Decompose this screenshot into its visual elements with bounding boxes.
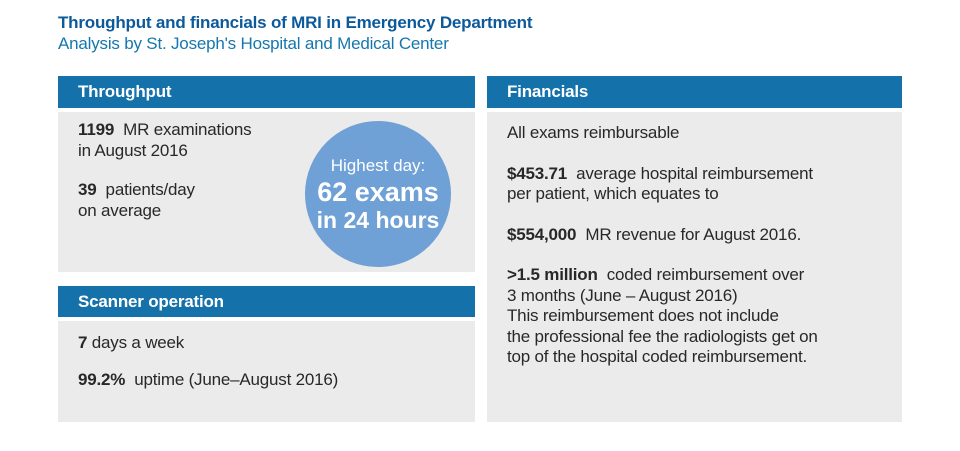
- badge-unit: in 24 hours: [316, 206, 440, 233]
- scanner-section-title: Scanner operation: [78, 291, 224, 311]
- header: Throughput and financials of MRI in Emer…: [58, 12, 532, 54]
- stat-value-uptime: 99.2%: [78, 369, 126, 389]
- stat-patients-per-day: 39 patients/day on average: [78, 180, 457, 221]
- stat-days-per-week: 7 days a week: [78, 333, 457, 354]
- financials-avg-reimbursement: $453.71 average hospital reimbursement pe…: [507, 164, 884, 205]
- stat-text-patients-line2: on average: [78, 200, 162, 220]
- scanner-card: 7 days a week 99.2% uptime (June–August …: [58, 321, 475, 422]
- financials-header-bar: Financials: [487, 76, 902, 108]
- financials-coded-line1: coded reimbursement over: [597, 265, 805, 284]
- financials-reimbursable: All exams reimbursable: [507, 123, 884, 144]
- financials-avg-line2: per patient, which equates to: [507, 184, 719, 203]
- stat-text-patients-line1: patients/day: [96, 180, 195, 199]
- stat-value-patients: 39: [78, 180, 97, 199]
- financials-revenue-text: MR revenue for August 2016.: [576, 224, 802, 244]
- scanner-header-bar: Scanner operation: [58, 286, 475, 317]
- page-subtitle: Analysis by St. Joseph's Hospital and Me…: [58, 34, 449, 53]
- stat-text-exams-line1: MR examinations: [114, 120, 252, 139]
- financials-card: All exams reimbursable $453.71 average h…: [487, 112, 902, 422]
- stat-text-days: days a week: [87, 333, 185, 352]
- financials-coded-line5: top of the hospital coded reimbursement.: [507, 347, 808, 366]
- financials-section-title: Financials: [507, 82, 589, 101]
- stat-text-uptime: uptime (June–August 2016): [125, 369, 339, 389]
- badge-label: Highest day:: [330, 155, 426, 175]
- highest-day-badge: Highest day: 62 exams in 24 hours: [305, 121, 451, 267]
- financials-coded-line4: the professional fee the radiologists ge…: [507, 326, 818, 346]
- financials-avg-line1: average hospital reimbursement: [567, 163, 813, 183]
- stat-value-days: 7: [78, 333, 88, 352]
- page-title: Throughput and financials of MRI in Emer…: [58, 13, 533, 32]
- stat-text-exams-line2: in August 2016: [78, 140, 188, 160]
- throughput-header-bar: Throughput: [58, 76, 475, 108]
- badge-value: 62 exams: [317, 176, 439, 207]
- stat-value-avg-reimbursement: $453.71: [507, 163, 568, 183]
- stat-value-revenue: $554,000: [507, 224, 577, 244]
- stat-value-exams: 1199: [78, 120, 115, 139]
- stat-mr-examinations: 1199 MR examinations in August 2016: [78, 120, 457, 161]
- financials-coded-line2: 3 months (June – August 2016): [507, 285, 738, 305]
- stat-value-coded: >1.5 million: [507, 265, 598, 284]
- throughput-section-title: Throughput: [78, 82, 172, 101]
- financials-reimbursable-text: All exams reimbursable: [507, 123, 680, 142]
- financials-mr-revenue: $554,000 MR revenue for August 2016.: [507, 225, 884, 246]
- financials-coded-line3: This reimbursement does not include: [507, 306, 779, 325]
- financials-coded-reimbursement: >1.5 million coded reimbursement over 3 m…: [507, 265, 884, 368]
- stat-uptime: 99.2% uptime (June–August 2016): [78, 370, 457, 391]
